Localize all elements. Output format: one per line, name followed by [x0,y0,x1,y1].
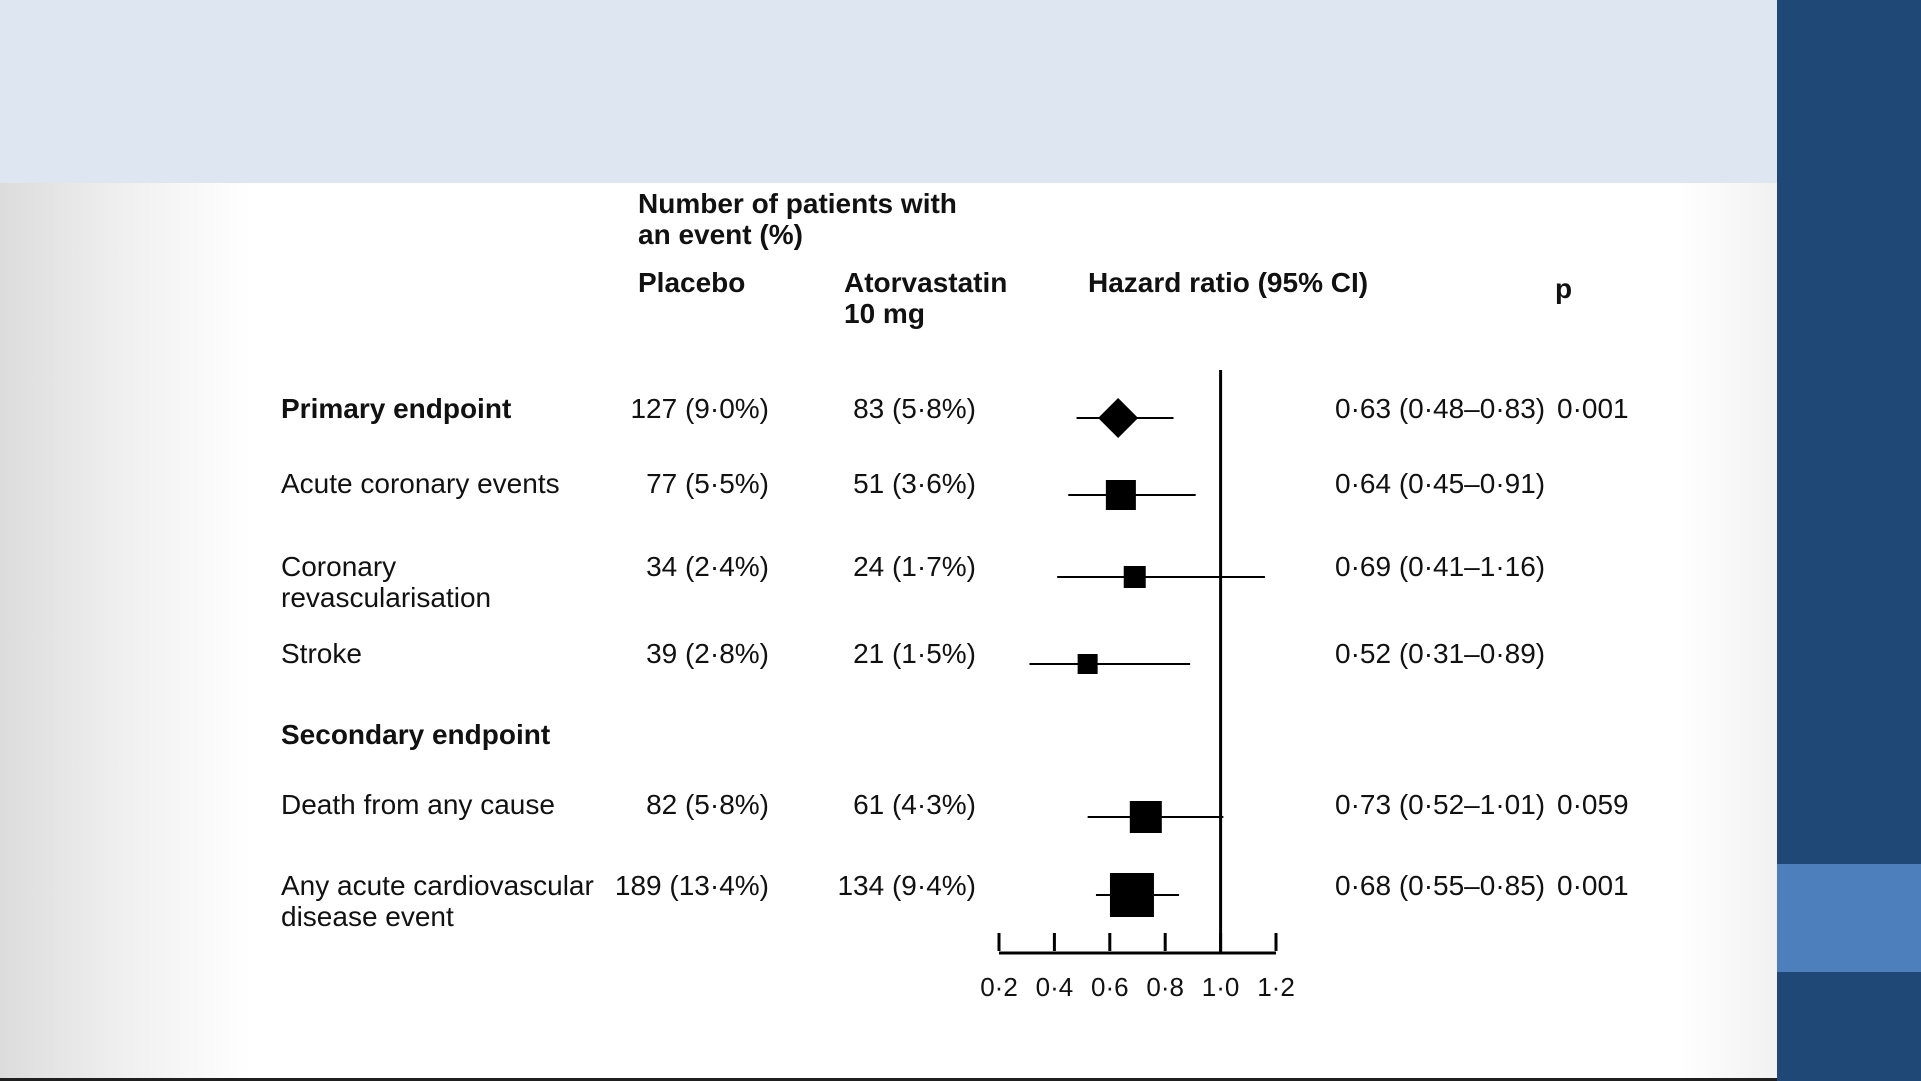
header-group: an event (%) [638,219,803,250]
row-hr-text: 0·64 (0·45–0·91) [1335,468,1546,499]
point-estimate-square [1105,480,1136,510]
x-tick-label: 0·6 [1091,972,1129,1002]
row-label: Acute coronary events [281,468,560,499]
header-group: Number of patients with [638,188,957,219]
point-estimate-square [1109,873,1154,917]
right-shade [1680,183,1777,1081]
row-p: 0·001 [1557,870,1629,901]
header-atorvastatin: Atorvastatin [844,267,1008,298]
row-label: revascularisation [281,582,492,613]
row-placebo: 77 (5·5%) [646,468,769,499]
row-label: Death from any cause [281,789,555,820]
forest-plot: 0·2 0·4 0·6 0·8 1·0 1·2 [980,370,1295,1002]
x-tick-label: 0·4 [1036,972,1074,1002]
point-estimate-square [1129,801,1162,833]
row-label: Primary endpoint [281,393,512,424]
row-label: disease event [281,901,454,932]
left-shade [0,183,250,1081]
row-placebo: 82 (5·8%) [646,789,769,820]
row-placebo: 34 (2·4%) [646,551,769,582]
x-tick-label: 0·2 [980,972,1018,1002]
header-p: p [1555,273,1573,304]
top-band [0,0,1777,183]
forest-plot-figure: Number of patients with an event (%) Place… [281,188,1629,932]
row-placebo: 39 (2·8%) [646,638,769,669]
row-placebo: 189 (13·4%) [614,870,769,901]
row-label: Any acute cardiovascular [281,870,594,901]
point-estimate-diamond [1098,398,1139,438]
row-hr-text: 0·52 (0·31–0·89) [1335,638,1546,669]
point-estimate-square [1077,654,1098,674]
x-tick-label: 1·2 [1257,972,1295,1002]
row-label: Secondary endpoint [281,719,551,750]
row-hr-text: 0·63 (0·48–0·83) [1335,393,1546,424]
row-atorvastatin: 24 (1·7%) [853,551,976,582]
row-label: Coronary [281,551,397,582]
row-p: 0·059 [1557,789,1629,820]
row-hr-text: 0·68 (0·55–0·85) [1335,870,1546,901]
row-atorvastatin: 134 (9·4%) [837,870,976,901]
x-tick-label: 1·0 [1202,972,1240,1002]
point-estimate-square [1123,566,1146,588]
header-atorvastatin: 10 mg [844,298,925,329]
row-label: Stroke [281,638,362,669]
header-placebo: Placebo [638,267,746,298]
row-atorvastatin: 61 (4·3%) [853,789,976,820]
row-hr-text: 0·69 (0·41–1·16) [1335,551,1546,582]
row-atorvastatin: 51 (3·6%) [853,468,976,499]
row-atorvastatin: 21 (1·5%) [853,638,976,669]
row-hr-text: 0·73 (0·52–1·01) [1335,789,1546,820]
row-atorvastatin: 83 (5·8%) [853,393,976,424]
row-p: 0·001 [1557,393,1629,424]
header-hazard-ratio: Hazard ratio (95% CI) [1088,267,1369,298]
x-tick-label: 0·8 [1146,972,1184,1002]
row-placebo: 127 (9·0%) [630,393,769,424]
slide-side-accent [1777,864,1921,972]
bottom-rule [0,1078,1777,1081]
